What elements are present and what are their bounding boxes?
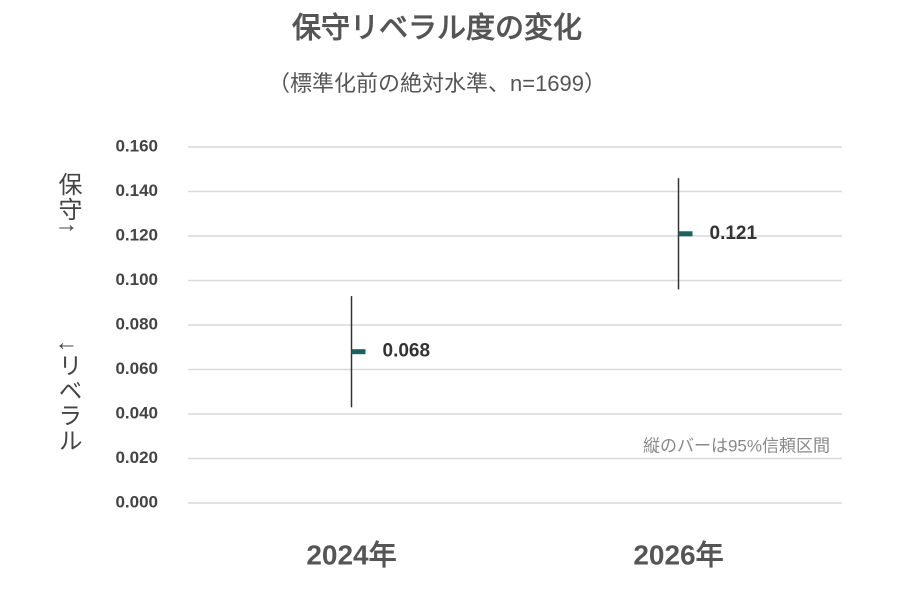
point-marker	[678, 231, 693, 237]
x-tick-label: 2024年	[306, 538, 396, 570]
y-tick-label: 0.120	[115, 225, 158, 244]
y-tick-label: 0.000	[115, 492, 158, 511]
y-axis-label: ↓リベラル	[54, 340, 81, 453]
point-marker	[351, 349, 366, 355]
y-tick-label: 0.040	[115, 403, 158, 422]
chart-title: 保守リベラル度の変化	[291, 11, 582, 45]
annotation: 縦のバーは95%信頼区間	[643, 436, 830, 455]
x-tick-label: 2026年	[633, 538, 723, 570]
value-label: 0.068	[383, 341, 431, 362]
y-tick-label: 0.100	[115, 270, 158, 289]
y-tick-label: 0.080	[115, 314, 158, 333]
value-label: 0.121	[710, 223, 758, 244]
y-tick-label: 0.020	[115, 448, 158, 467]
chart-subtitle: （標準化前の絶対水準、n=1699）	[268, 71, 606, 96]
y-tick-label: 0.060	[115, 359, 158, 378]
y-axis-label: 保守↑	[54, 172, 81, 235]
y-tick-label: 0.160	[115, 136, 158, 155]
y-tick-label: 0.140	[115, 181, 158, 200]
